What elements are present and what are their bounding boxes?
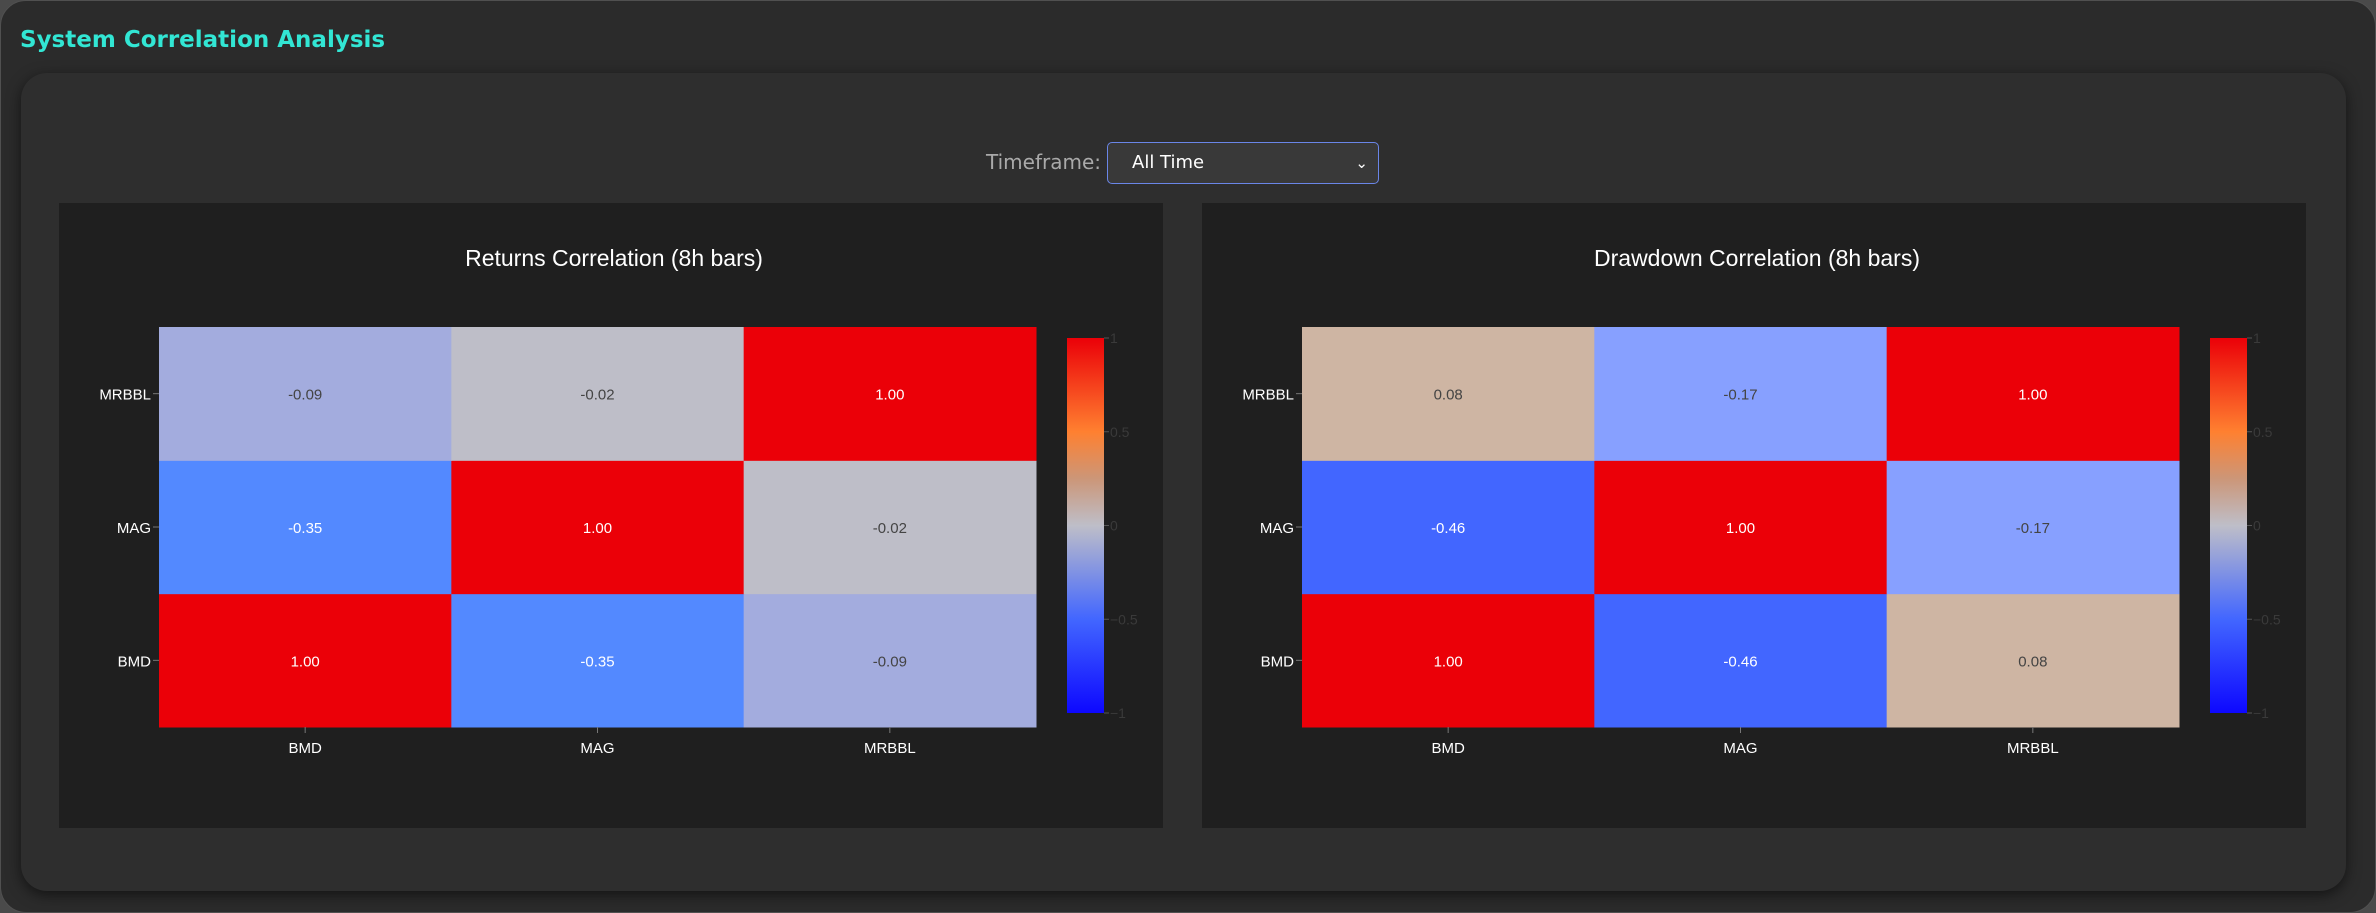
cell-label: -0.02 (873, 520, 907, 537)
heatmap-cell (1594, 593, 1888, 728)
x-tick-label: MAG (1723, 740, 1757, 757)
heatmap-cell (743, 460, 1037, 595)
drawdown-heatmap-svg: Drawdown Correlation (8h bars) 1.00 -0.46 0… (1242, 245, 2281, 757)
timeframe-select[interactable]: All Time ⌄ (1107, 142, 1379, 184)
heatmap-cell (1302, 460, 1595, 595)
cell-label: -0.09 (288, 387, 322, 404)
cell-label: -0.46 (1723, 653, 1757, 670)
chevron-down-icon: ⌄ (1355, 154, 1368, 172)
x-tick-label: BMD (288, 740, 322, 757)
cell-label: -0.35 (580, 653, 614, 670)
y-tick-label: MRBBL (99, 387, 151, 404)
cell-label: -0.09 (873, 653, 907, 670)
heatmap-cell (1886, 460, 2180, 595)
colorbar-tick-label: 0.5 (2253, 424, 2273, 440)
cell-label: 1.00 (291, 653, 320, 670)
y-tick-label: BMD (1261, 653, 1295, 670)
colorbar-tick-label: 1 (1110, 330, 1118, 346)
cell-label: 1.00 (875, 387, 904, 404)
heatmap-cell (451, 327, 745, 461)
cell-label: -0.17 (2016, 520, 2050, 537)
x-tick-label: BMD (1431, 740, 1465, 757)
colorbar-tick-label: 1 (2253, 330, 2261, 346)
colorbar-tick-label: 0.5 (1110, 424, 1130, 440)
cell-label: 1.00 (583, 520, 612, 537)
heatmap-cell (1886, 327, 2180, 461)
timeframe-label: Timeframe: (986, 150, 1101, 174)
heatmap-cell (743, 593, 1037, 728)
heatmap-cell (451, 593, 745, 728)
colorbar-tick-label: 0 (2253, 518, 2261, 534)
heatmap-cell (159, 593, 452, 728)
colorbar-tick-label: −0.5 (2253, 611, 2281, 627)
y-tick-label: BMD (118, 653, 152, 670)
colorbar-tick-label: −1 (1110, 705, 1126, 721)
y-tick-label: MRBBL (1242, 387, 1294, 404)
cell-label: -0.35 (288, 520, 322, 537)
colorbar-tick-label: −0.5 (1110, 611, 1138, 627)
cell-label: -0.02 (580, 387, 614, 404)
cell-label: 1.00 (1434, 653, 1463, 670)
heatmap-cell (743, 327, 1037, 461)
y-tick-label: MAG (1260, 520, 1294, 537)
x-tick-label: MAG (580, 740, 614, 757)
cell-label: 1.00 (1726, 520, 1755, 537)
colorbar-tick-label: 0 (1110, 518, 1118, 534)
cell-label: 0.08 (2018, 653, 2047, 670)
cell-label: -0.17 (1723, 387, 1757, 404)
cell-label: 1.00 (2018, 387, 2047, 404)
heatmap-cell (1302, 593, 1595, 728)
chart-title: Returns Correlation (8h bars) (465, 245, 763, 271)
timeframe-selected-value: All Time (1132, 152, 1205, 173)
x-tick-label: MRBBL (2007, 740, 2059, 757)
heatmap-cell (1594, 460, 1888, 595)
returns-correlation-chart: Returns Correlation (8h bars) 1.00 -0.35 -0… (59, 203, 1163, 828)
heatmap-cell (159, 327, 452, 461)
y-tick-label: MAG (117, 520, 151, 537)
heatmap-cell (451, 460, 745, 595)
colorbar-tick-label: −1 (2253, 705, 2269, 721)
drawdown-correlation-chart: Drawdown Correlation (8h bars) 1.00 -0.46 0… (1202, 203, 2306, 828)
colorbar (2210, 338, 2247, 713)
returns-heatmap-svg: Returns Correlation (8h bars) 1.00 -0.35 -0… (99, 245, 1138, 757)
cell-label: 0.08 (1434, 387, 1463, 404)
x-tick-label: MRBBL (864, 740, 916, 757)
heatmap-cell (1886, 593, 2180, 728)
heatmap-cell (1302, 327, 1595, 461)
cell-label: -0.46 (1431, 520, 1465, 537)
chart-title: Drawdown Correlation (8h bars) (1594, 245, 1920, 271)
heatmap-cell (1594, 327, 1888, 461)
colorbar (1067, 338, 1104, 713)
app-title: System Correlation Analysis (20, 27, 386, 53)
heatmap-cell (159, 460, 452, 595)
